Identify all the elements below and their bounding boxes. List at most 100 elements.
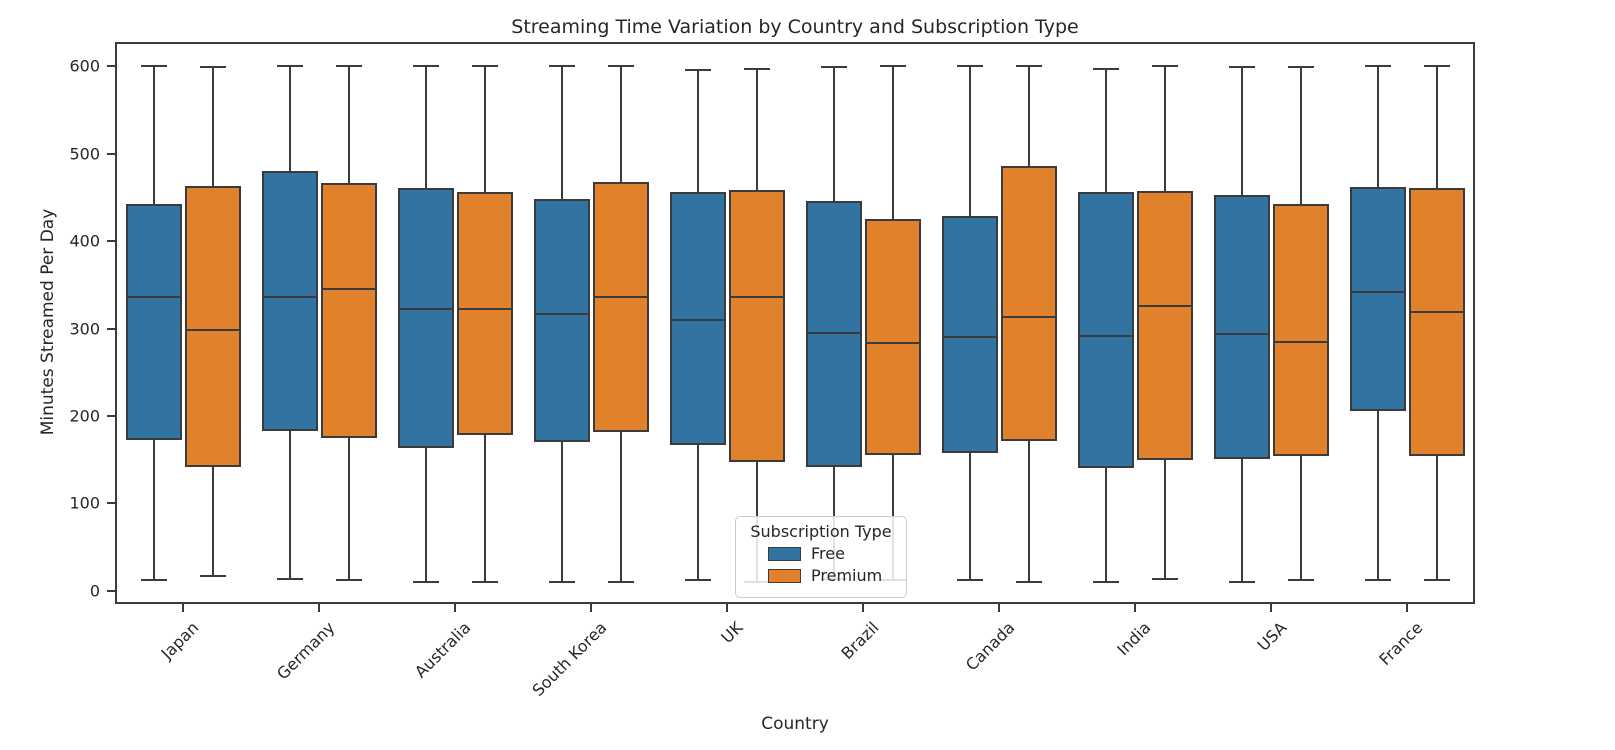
x-tick-label: Australia bbox=[410, 618, 475, 682]
median-germany-free bbox=[261, 296, 318, 299]
box-india-free bbox=[1077, 192, 1134, 468]
box-brazil-premium bbox=[864, 219, 921, 455]
whisker-cap-low-japan-free bbox=[140, 579, 167, 582]
whisker-cap-high-japan-free bbox=[140, 65, 167, 68]
y-tick-mark bbox=[107, 415, 115, 418]
x-tick-label: UK bbox=[717, 618, 747, 648]
whisker-cap-low-south-korea-premium bbox=[607, 581, 634, 584]
x-tick-mark bbox=[590, 604, 592, 612]
legend-title: Subscription Type bbox=[750, 522, 892, 541]
whisker-cap-high-south-korea-free bbox=[548, 65, 575, 68]
box-france-free bbox=[1349, 187, 1406, 411]
box-uk-premium bbox=[728, 189, 785, 462]
y-tick-label: 500 bbox=[69, 144, 100, 164]
x-tick-mark bbox=[726, 604, 728, 612]
median-japan-premium bbox=[184, 329, 241, 332]
y-tick-label: 400 bbox=[69, 231, 100, 251]
median-brazil-premium bbox=[864, 341, 921, 344]
whisker-cap-low-usa-premium bbox=[1287, 579, 1314, 582]
y-tick-label: 100 bbox=[69, 493, 100, 513]
whisker-cap-low-germany-premium bbox=[335, 579, 362, 582]
box-uk-free bbox=[669, 192, 726, 445]
whisker-cap-high-germany-premium bbox=[335, 65, 362, 68]
whisker-cap-high-south-korea-premium bbox=[607, 65, 634, 68]
median-canada-premium bbox=[1000, 316, 1057, 319]
box-germany-premium bbox=[320, 182, 377, 438]
y-tick-mark bbox=[107, 152, 115, 155]
median-india-free bbox=[1077, 334, 1134, 337]
median-india-premium bbox=[1136, 304, 1193, 307]
median-brazil-free bbox=[805, 332, 862, 335]
x-tick-mark bbox=[1134, 604, 1136, 612]
legend-item-free: Free bbox=[768, 544, 896, 563]
whisker-cap-low-france-free bbox=[1364, 579, 1391, 582]
box-france-premium bbox=[1408, 187, 1465, 457]
x-tick-label: Japan bbox=[157, 618, 203, 663]
median-usa-free bbox=[1213, 332, 1270, 335]
median-germany-premium bbox=[320, 288, 377, 291]
whisker-cap-low-india-premium bbox=[1151, 577, 1178, 580]
x-tick-label: South Korea bbox=[528, 618, 611, 700]
whisker-cap-high-canada-free bbox=[956, 65, 983, 68]
legend-item-premium: Premium bbox=[768, 566, 896, 585]
median-uk-premium bbox=[728, 296, 785, 299]
whisker-cap-high-france-free bbox=[1364, 65, 1391, 68]
whisker-cap-low-france-premium bbox=[1423, 579, 1450, 582]
median-south-korea-premium bbox=[592, 296, 649, 299]
box-japan-premium bbox=[184, 186, 241, 467]
whisker-cap-high-france-premium bbox=[1423, 65, 1450, 68]
whisker-cap-low-canada-free bbox=[956, 578, 983, 581]
y-tick-mark bbox=[107, 589, 115, 592]
box-canada-free bbox=[941, 215, 998, 453]
x-axis-label: Country bbox=[761, 714, 829, 734]
median-australia-free bbox=[397, 308, 454, 311]
y-tick-label: 300 bbox=[69, 319, 100, 339]
legend-label-free: Free bbox=[811, 544, 845, 563]
box-canada-premium bbox=[1000, 166, 1057, 441]
y-tick-label: 600 bbox=[69, 56, 100, 76]
median-australia-premium bbox=[456, 307, 513, 310]
whisker-cap-low-japan-premium bbox=[199, 575, 226, 578]
box-germany-free bbox=[261, 171, 318, 431]
box-india-premium bbox=[1136, 190, 1193, 460]
box-south-korea-free bbox=[533, 199, 590, 443]
box-japan-free bbox=[125, 203, 182, 440]
median-usa-premium bbox=[1272, 340, 1329, 343]
median-france-free bbox=[1349, 290, 1406, 293]
x-tick-mark bbox=[454, 604, 456, 612]
whisker-cap-low-australia-free bbox=[412, 581, 439, 584]
whisker-cap-high-canada-premium bbox=[1015, 65, 1042, 68]
x-tick-mark bbox=[182, 604, 184, 612]
whisker-cap-high-india-premium bbox=[1151, 65, 1178, 68]
whisker-cap-high-australia-free bbox=[412, 65, 439, 68]
whisker-cap-low-canada-premium bbox=[1015, 581, 1042, 584]
whisker-cap-low-south-korea-free bbox=[548, 581, 575, 584]
legend-label-premium: Premium bbox=[811, 566, 883, 585]
median-south-korea-free bbox=[533, 312, 590, 315]
x-tick-label: Germany bbox=[272, 618, 339, 684]
chart-title: Streaming Time Variation by Country and … bbox=[511, 16, 1079, 38]
premium-color-swatch bbox=[768, 568, 801, 583]
box-australia-premium bbox=[456, 192, 513, 436]
x-tick-mark bbox=[1406, 604, 1408, 612]
box-usa-premium bbox=[1272, 203, 1329, 457]
whisker-cap-low-india-free bbox=[1092, 581, 1119, 584]
whisker-cap-high-uk-free bbox=[684, 68, 711, 71]
whisker-cap-high-brazil-free bbox=[820, 66, 847, 69]
whisker-cap-high-india-free bbox=[1092, 68, 1119, 71]
free-color-swatch bbox=[768, 546, 801, 561]
box-south-korea-premium bbox=[592, 181, 649, 432]
x-tick-label: India bbox=[1113, 618, 1155, 660]
whisker-cap-low-australia-premium bbox=[471, 581, 498, 584]
x-tick-mark bbox=[862, 604, 864, 612]
median-uk-free bbox=[669, 318, 726, 321]
x-tick-mark bbox=[1270, 604, 1272, 612]
x-tick-mark bbox=[998, 604, 1000, 612]
y-tick-label: 0 bbox=[89, 581, 100, 601]
whisker-cap-high-germany-free bbox=[276, 65, 303, 68]
whisker-cap-low-uk-free bbox=[684, 578, 711, 581]
x-tick-label: USA bbox=[1253, 618, 1291, 655]
x-tick-label: Canada bbox=[961, 618, 1019, 675]
x-tick-mark bbox=[318, 604, 320, 612]
